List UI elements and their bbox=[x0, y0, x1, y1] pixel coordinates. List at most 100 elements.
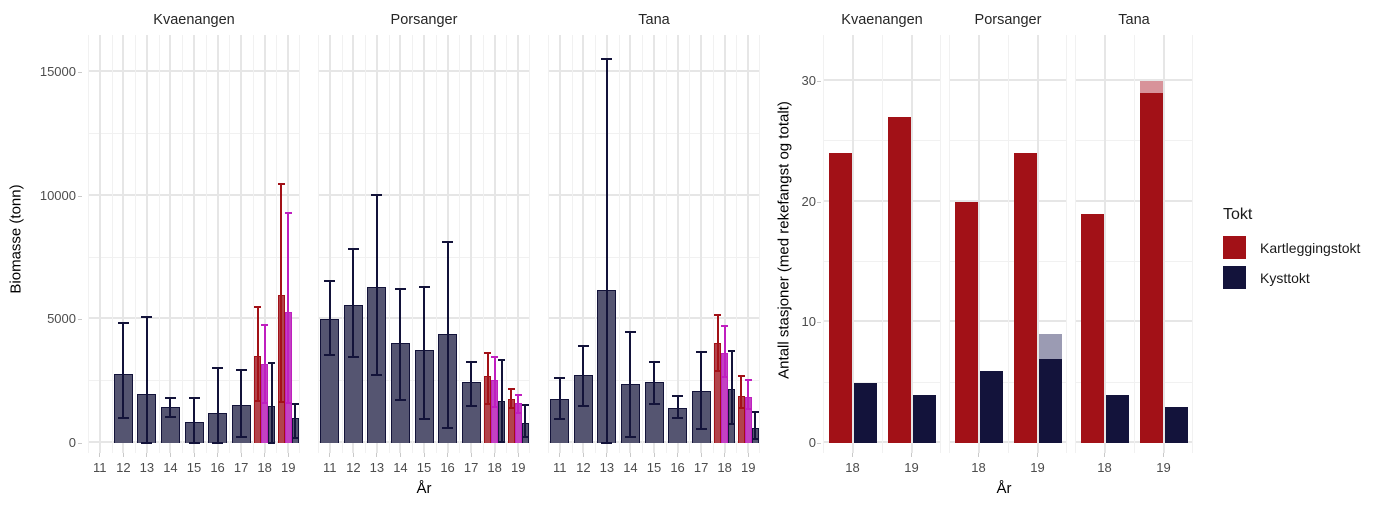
error-bar-cap-top bbox=[284, 212, 292, 215]
error-bar-cap-bottom bbox=[521, 435, 529, 438]
gridline-minor bbox=[548, 35, 549, 453]
error-bar-cap-bottom bbox=[277, 400, 285, 403]
gridline-minor bbox=[712, 35, 714, 453]
error-bar-cap-bottom bbox=[491, 405, 499, 408]
biomasse-facet-panels: Kvaenangen 11 12 13 14 15 16 17 18 19 Porsanger 11 1… bbox=[88, 8, 760, 479]
x-tick-mark bbox=[264, 453, 266, 457]
y-tick-mark bbox=[78, 195, 82, 197]
gridline-major bbox=[723, 35, 726, 453]
error-bar-cap-top bbox=[514, 394, 522, 397]
gridline-major bbox=[653, 35, 655, 453]
error-bar-cap-bottom bbox=[291, 436, 299, 439]
error-bar-cap-bottom bbox=[442, 426, 454, 429]
gridline-minor bbox=[341, 35, 343, 453]
x-tick-label: 13 bbox=[139, 460, 155, 475]
y-tick-mark bbox=[817, 322, 821, 324]
x-tick-mark bbox=[911, 453, 912, 457]
gridline-minor bbox=[318, 35, 319, 453]
x-tick-label: 18 bbox=[845, 460, 860, 475]
error-bar-line bbox=[510, 389, 513, 408]
gridline-minor bbox=[412, 35, 414, 453]
y-tick-mark bbox=[817, 201, 821, 203]
error-bar-cap-top bbox=[601, 57, 613, 60]
y-tick-label: 30 bbox=[801, 72, 816, 88]
gridline-major bbox=[629, 35, 632, 453]
error-bar-line bbox=[328, 282, 331, 354]
error-bar-line bbox=[216, 368, 219, 442]
stasjoner-y-axis: 0 10 20 30 bbox=[770, 35, 821, 453]
x-tick-label: 15 bbox=[646, 460, 662, 475]
x-tick-label: 18 bbox=[971, 460, 986, 475]
x-tick-label: 19 bbox=[740, 460, 756, 475]
gridline-major bbox=[910, 35, 913, 453]
stasjoner-facet-panels: Kvaenangen 18 19 Porsanger 18 19 Tana 18 19 bbox=[823, 8, 1193, 479]
x-tick-label: 19 bbox=[1156, 460, 1171, 475]
error-bar-cap-bottom bbox=[418, 418, 430, 421]
error-bar-cap-top bbox=[347, 248, 359, 251]
error-bar-line bbox=[716, 315, 719, 371]
x-tick-label: 16 bbox=[210, 460, 225, 475]
gridline-major bbox=[977, 35, 980, 453]
error-bar-cap-bottom bbox=[695, 428, 707, 431]
x-tick-label: 19 bbox=[1030, 460, 1045, 475]
error-bar-cap-bottom bbox=[394, 398, 406, 401]
gridline-minor bbox=[665, 35, 667, 453]
x-tick-label: 19 bbox=[280, 460, 296, 475]
x-tick-label: 12 bbox=[576, 460, 591, 475]
facet-title: Kvaenangen bbox=[153, 12, 235, 28]
error-bar-line bbox=[256, 308, 259, 400]
gridline-minor bbox=[1192, 35, 1193, 453]
facet-panel bbox=[88, 35, 300, 453]
legend-swatch-kysttokt bbox=[1223, 266, 1246, 289]
legend-label-kysttokt: Kysttokt bbox=[1260, 269, 1310, 286]
y-tick-mark bbox=[78, 319, 82, 321]
error-bar-cap-top bbox=[324, 280, 336, 283]
error-bar-cap-bottom bbox=[465, 404, 477, 407]
error-bar-cap-top bbox=[291, 402, 299, 405]
legend-tokt: Tokt Kartleggingstokt Kysttokt bbox=[1223, 206, 1386, 296]
gridline-minor bbox=[571, 35, 573, 453]
x-tick-mark bbox=[240, 453, 242, 457]
x-axis-tick-labels: 11 12 13 14 15 16 17 18 19 bbox=[318, 453, 530, 479]
gridline-major bbox=[263, 35, 266, 453]
error-bar-cap-top bbox=[261, 323, 269, 326]
gridline-minor bbox=[252, 35, 254, 453]
error-bar-cap-top bbox=[672, 395, 684, 398]
x-tick-label: 13 bbox=[369, 460, 385, 475]
x-tick-mark bbox=[677, 453, 679, 457]
stasjoner-chart: Antall stasjoner (med rekefangst og tota… bbox=[770, 0, 1240, 519]
bar bbox=[853, 382, 877, 443]
legend-title: Tokt bbox=[1223, 206, 1253, 223]
error-bar-cap-bottom bbox=[254, 399, 262, 402]
gridline-minor bbox=[1075, 35, 1076, 453]
x-tick-label: 17 bbox=[233, 460, 249, 475]
bar bbox=[954, 201, 978, 443]
error-bar-line bbox=[270, 363, 273, 442]
error-bar-line bbox=[730, 351, 733, 424]
x-axis-tick-labels: 11 12 13 14 15 16 17 18 19 bbox=[88, 453, 300, 479]
error-bar-cap-bottom bbox=[141, 441, 153, 444]
x-tick-label: 14 bbox=[393, 460, 408, 475]
x-tick-mark bbox=[1163, 453, 1164, 457]
x-tick-label: 11 bbox=[553, 460, 567, 475]
x-tick-label: 12 bbox=[116, 460, 131, 475]
x-tick-mark bbox=[352, 453, 354, 457]
error-bar-cap-top bbox=[577, 344, 589, 347]
y-tick-mark bbox=[817, 80, 821, 82]
gridline-major bbox=[676, 35, 679, 453]
gridline-minor bbox=[365, 35, 367, 453]
error-bar-cap-top bbox=[394, 287, 406, 290]
error-bar-cap-top bbox=[268, 361, 276, 364]
error-bar-cap-bottom bbox=[188, 441, 200, 444]
gridline-minor bbox=[529, 35, 530, 453]
error-bar-line bbox=[500, 361, 503, 441]
y-tick-mark bbox=[817, 443, 821, 444]
facet-panel bbox=[823, 35, 941, 453]
gridline-minor bbox=[229, 35, 231, 453]
gridline-minor bbox=[388, 35, 390, 453]
facet-title: Kvaenangen bbox=[841, 12, 923, 28]
error-bar-cap-bottom bbox=[601, 441, 613, 444]
legend-label-kartleggingstokt: Kartleggingstokt bbox=[1260, 239, 1361, 256]
x-tick-mark bbox=[653, 453, 655, 457]
x-tick-label: 16 bbox=[670, 460, 685, 475]
